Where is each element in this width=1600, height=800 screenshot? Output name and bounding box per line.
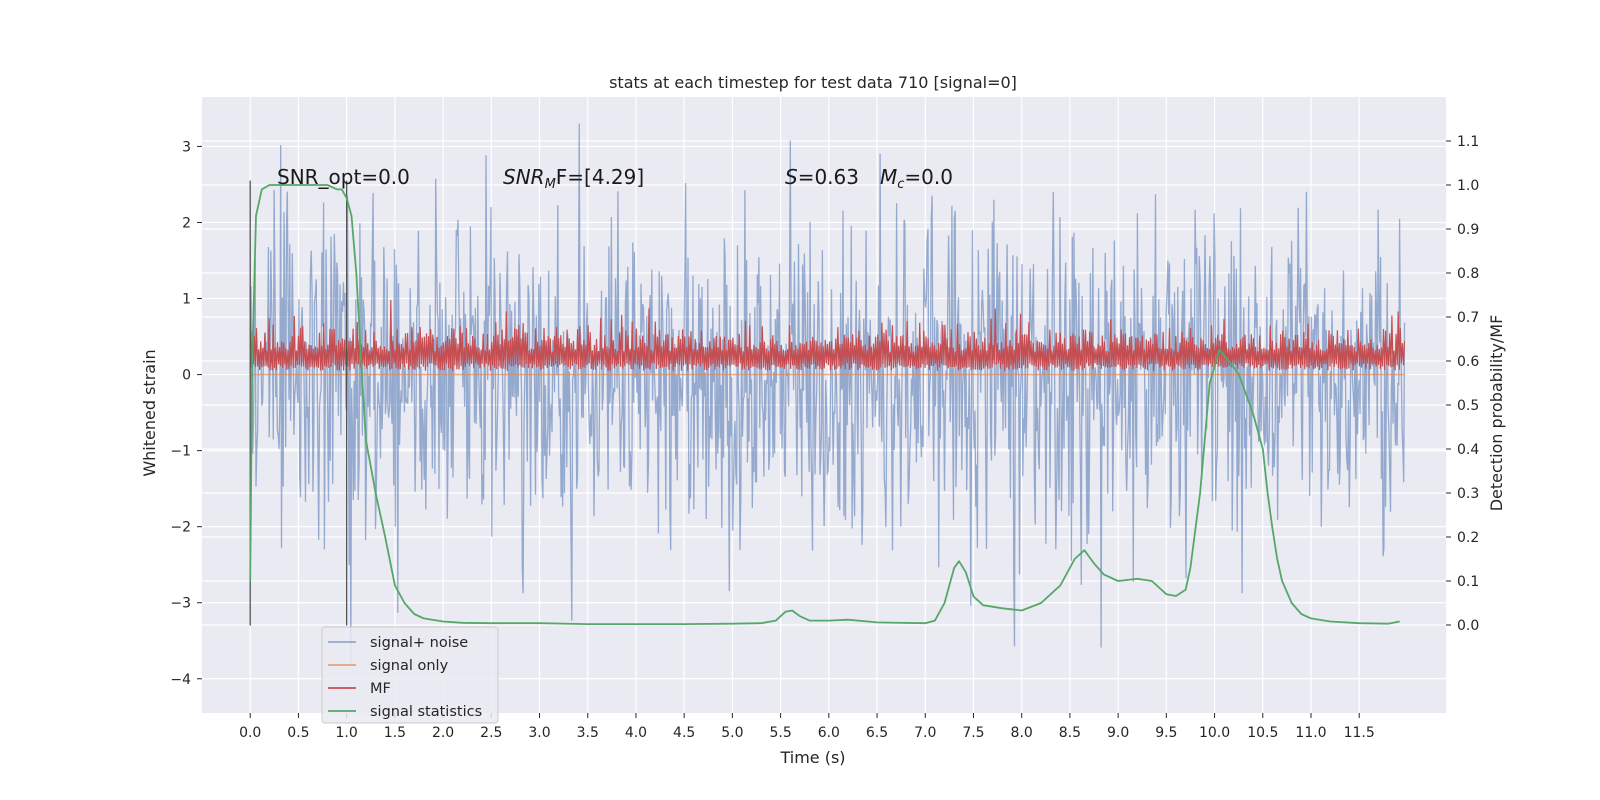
y-right-tick-label: 0.7 [1457,310,1479,326]
legend-label: MF [370,681,391,697]
annotation-s-symbol: S [785,165,798,189]
x-axis-label: Time (s) [779,748,845,767]
y-right-tick-label: 0.5 [1457,398,1479,414]
x-tick-label: 1.5 [384,725,406,741]
y-right-tick-label: 0.9 [1457,222,1479,238]
y-axis-right-label: Detection probability/MF [1487,315,1506,512]
series-layer [249,123,1406,666]
y-right-tick-label: 0.8 [1457,266,1479,282]
x-tick-label: 10.0 [1199,725,1230,741]
x-axis: 0.0 0.5 1.0 1.5 2.0 2.5 3.0 3.5 4.0 4.5 5.0 5.5 6.0 6… [239,713,1375,741]
annotation-s-value: =0.63 [798,165,859,189]
y-axis-left-label: Whitened strain [140,349,159,476]
x-tick-label: 3.0 [528,725,550,741]
x-tick-label: 0.5 [287,725,309,741]
y-left-tick-label: −2 [170,520,191,536]
y-right-tick-label: 1.0 [1457,178,1479,194]
x-tick-label: 5.5 [769,725,791,741]
y-right-tick-label: 0.3 [1457,486,1479,502]
y-left-tick-label: 1 [182,292,191,308]
x-tick-label: 2.0 [432,725,454,741]
x-tick-label: 7.5 [962,725,984,741]
annotation-snr-mf-subscript: M [545,177,556,192]
x-tick-label: 5.0 [721,725,743,741]
annotation-snr-mf: SNRMF=[4.29] [503,165,644,192]
x-tick-label: 4.5 [673,725,695,741]
y-right-tick-label: 0.0 [1457,618,1479,634]
x-tick-label: 6.0 [818,725,840,741]
legend-label: signal statistics [370,704,482,720]
x-tick-label: 3.5 [577,725,599,741]
y-left-tick-label: −4 [170,672,191,688]
y-axis-left: 3 2 1 0 −1 −2 −3 −4 [170,139,202,688]
y-left-tick-label: 0 [182,368,191,384]
x-tick-label: 8.5 [1059,725,1081,741]
series-mf [249,299,1406,371]
x-tick-label: 4.0 [625,725,647,741]
x-tick-label: 9.0 [1107,725,1129,741]
annotation-mc-value: =0.0 [904,165,953,189]
x-tick-label: 1.0 [336,725,358,741]
series-signal-statistics [249,184,1400,625]
y-right-tick-label: 0.2 [1457,530,1479,546]
y-left-tick-label: −3 [170,596,191,612]
legend-box [321,626,499,724]
annotation-snr-opt: SNR_opt=0.0 [277,165,410,189]
y-right-tick-label: 0.1 [1457,574,1479,590]
y-right-tick-label: 0.6 [1457,354,1479,370]
annotation-mc-subscript: c [897,177,904,192]
annotation-snr-mf-symbol: SNR [503,165,545,189]
legend: signal+ noise signal only MF signal statist… [321,626,499,724]
x-tick-label: 11.5 [1344,725,1375,741]
legend-label: signal only [370,658,449,674]
annotation-mc-symbol: M [880,165,897,189]
y-right-tick-label: 0.4 [1457,442,1479,458]
x-tick-label: 10.5 [1247,725,1278,741]
y-left-tick-label: 2 [182,215,191,231]
y-left-tick-label: −1 [170,444,191,460]
y-left-tick-label: 3 [182,139,191,155]
x-tick-label: 7.0 [914,725,936,741]
chart-title: stats at each timestep for test data 710… [609,73,1017,92]
x-tick-label: 11.0 [1295,725,1326,741]
annotation-snr-mf-value: F=[4.29] [556,165,644,189]
annotation-s: S=0.63 [785,165,859,189]
annotations: SNR_opt=0.0 SNRMF=[4.29] S=0.63 Mc=0.0 [277,165,953,192]
x-tick-label: 6.5 [866,725,888,741]
x-tick-label: 2.5 [480,725,502,741]
y-axis-right: 1.1 1.0 0.9 0.8 0.7 0.6 0.5 0.4 0.3 0.2 0.1 0.0 [1446,134,1479,634]
y-right-tick-label: 1.1 [1457,134,1479,150]
x-tick-label: 8.0 [1011,725,1033,741]
annotation-mc: Mc=0.0 [880,165,953,192]
x-tick-label: 9.5 [1155,725,1177,741]
legend-label: signal+ noise [370,635,468,651]
x-tick-label: 0.0 [239,725,261,741]
